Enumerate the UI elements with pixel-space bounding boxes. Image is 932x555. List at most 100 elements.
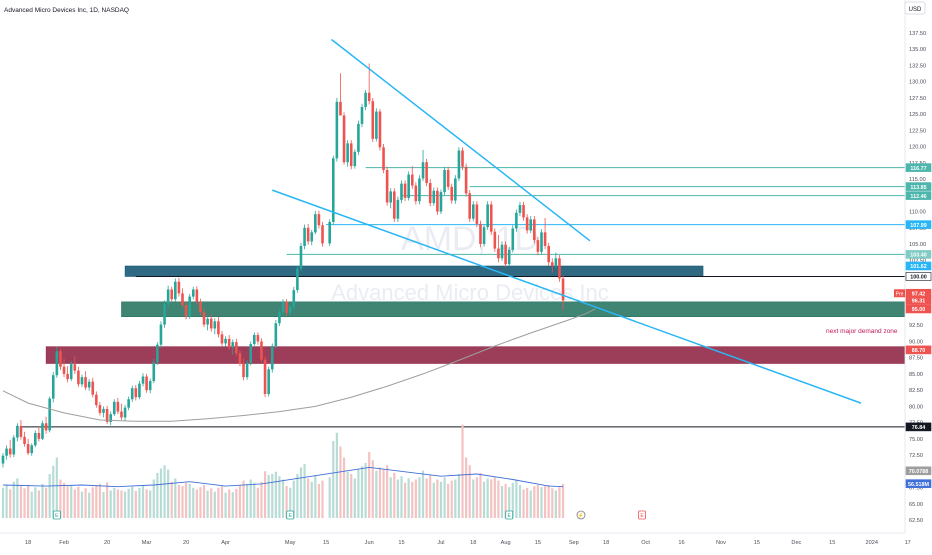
- event-marker-earnings[interactable]: E: [505, 510, 514, 520]
- candle-body: [69, 364, 73, 380]
- candle-body: [303, 227, 306, 246]
- candle-body: [310, 232, 314, 242]
- price-label: 112.46: [905, 191, 932, 200]
- y-tick-label: 115.00: [909, 177, 926, 183]
- candle-body: [84, 377, 87, 388]
- volume-bar: [80, 491, 84, 518]
- x-tick-label: Oct: [641, 540, 650, 546]
- event-marker-earnings[interactable]: E: [286, 510, 295, 520]
- candle-body: [540, 232, 543, 252]
- event-marker-label: E: [289, 513, 293, 519]
- candle-body: [493, 231, 497, 249]
- candle-body: [23, 436, 26, 445]
- candle-body: [156, 344, 159, 363]
- y-tick-label: 125.00: [909, 112, 926, 118]
- volume-bar: [256, 487, 259, 518]
- event-marker-dividend[interactable]: E: [52, 510, 61, 520]
- y-tick-label: 65.00: [909, 502, 923, 508]
- candle-body: [263, 359, 267, 395]
- candle-body: [511, 228, 515, 250]
- volume-bar: [34, 487, 37, 518]
- price-label: 113.85: [905, 182, 932, 191]
- candle-body: [464, 166, 468, 194]
- price-label-text: 103.40: [910, 253, 927, 259]
- candle-body: [217, 321, 220, 335]
- volume-bar: [285, 486, 288, 518]
- price-label-box: [905, 191, 932, 200]
- candle-body: [238, 353, 242, 364]
- candle-body: [166, 289, 170, 304]
- volume-bar: [210, 488, 213, 518]
- volume-bar: [48, 474, 51, 518]
- price-label-text: 100.00: [910, 275, 927, 281]
- candle-body: [191, 289, 195, 297]
- candle-body: [16, 425, 19, 438]
- price-label: 70.0788: [905, 466, 932, 476]
- candle-body: [515, 212, 518, 229]
- price-label-box: [905, 220, 932, 229]
- y-tick-label: 92.50: [909, 323, 923, 329]
- event-marker-split[interactable]: ⚡: [576, 510, 586, 520]
- volume-bar: [73, 489, 76, 518]
- volume-bar: [558, 487, 561, 518]
- candle-body: [12, 437, 16, 455]
- volume-bar: [450, 480, 453, 518]
- price-label-text: 96.31: [912, 299, 926, 305]
- candle-body: [489, 204, 493, 232]
- candle-body: [209, 318, 213, 329]
- y-tick-label: 137.50: [909, 31, 926, 37]
- candle-body: [148, 381, 152, 391]
- candle-body: [457, 150, 461, 179]
- volume-bar: [5, 485, 8, 518]
- candle-body: [170, 289, 174, 300]
- candle-body: [80, 377, 84, 385]
- event-marker-upcoming-earnings[interactable]: E: [638, 510, 646, 520]
- volume-bar: [328, 477, 331, 518]
- candle-body: [48, 398, 51, 431]
- x-tick-label: 18: [603, 540, 609, 546]
- candle-body: [253, 334, 256, 345]
- volume-bar: [1, 487, 5, 518]
- x-tick-label: 15: [398, 540, 404, 546]
- volume-bar: [131, 486, 134, 518]
- volume-bar: [37, 490, 40, 518]
- candle-body: [138, 383, 141, 398]
- volume-bar: [479, 472, 482, 518]
- y-tick-label: 120.00: [909, 145, 926, 151]
- volume-bar: [274, 471, 277, 518]
- volume-bar: [70, 485, 73, 518]
- volume-bar: [102, 492, 105, 518]
- x-tick-label: Nov: [716, 540, 726, 546]
- volume-bar: [547, 485, 550, 518]
- candle-body: [378, 111, 382, 148]
- candle-body: [346, 143, 349, 163]
- candle-body: [274, 323, 278, 346]
- candle-body: [335, 101, 339, 159]
- volume-bar: [357, 469, 360, 518]
- volume-bar: [436, 479, 439, 518]
- candle-body: [357, 123, 360, 152]
- y-tick-label: 80.00: [909, 404, 923, 410]
- symbol-title: Advanced Micro Devices Inc, 1D, NASDAQ: [4, 7, 129, 14]
- volume-bar: [551, 488, 554, 518]
- x-tick-label: 15: [323, 540, 329, 546]
- volume-bar: [238, 485, 242, 518]
- candle-body: [321, 225, 324, 244]
- currency-button[interactable]: USD: [904, 1, 926, 15]
- events-layer: E E E ⚡ E: [52, 510, 646, 520]
- volume-bar: [66, 486, 69, 518]
- volume-bar: [332, 441, 335, 518]
- volume-bar: [561, 483, 565, 518]
- candle-body: [116, 401, 120, 412]
- volume-bar: [468, 465, 471, 518]
- volume-bar: [515, 479, 518, 518]
- volume-bar: [504, 483, 507, 518]
- trendline: [271, 189, 862, 404]
- volume-bar: [443, 477, 446, 518]
- volume-bar: [533, 486, 536, 518]
- candle-body: [188, 296, 191, 317]
- candle-body: [393, 191, 396, 219]
- volume-bar: [59, 479, 62, 518]
- volume-bar: [109, 490, 112, 518]
